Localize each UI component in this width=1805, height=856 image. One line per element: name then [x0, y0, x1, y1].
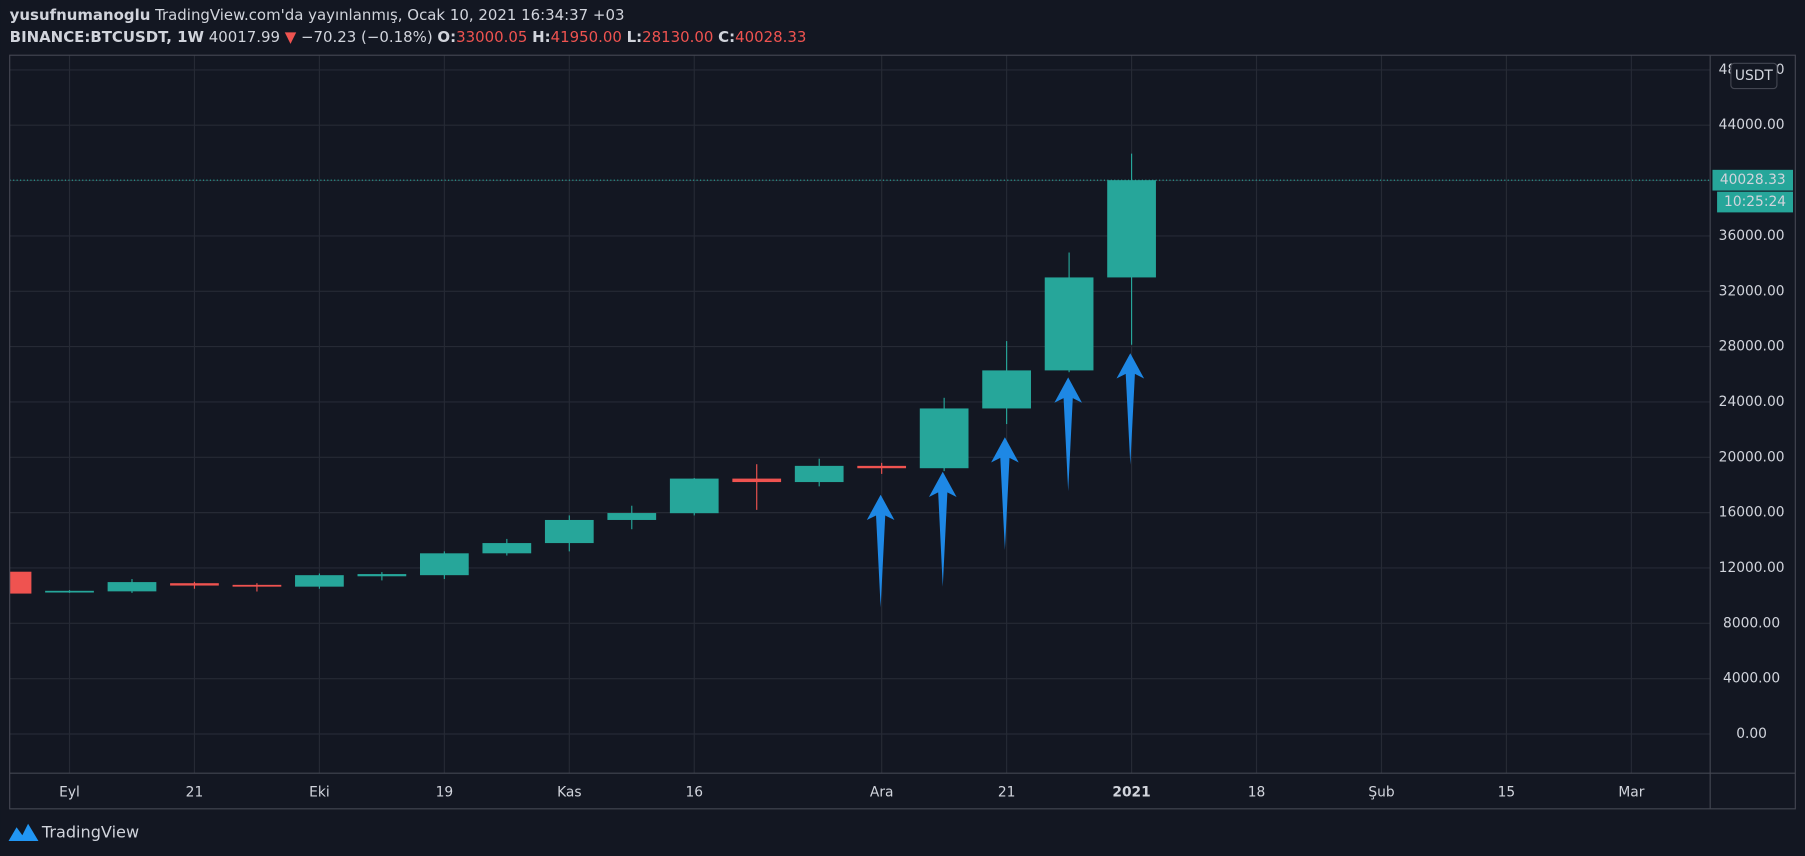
- header-line-2: BINANCE:BTCUSDT, 1W 40017.99 ▼ −70.23 (−…: [10, 28, 807, 46]
- candle-body: [919, 408, 969, 469]
- candle-body: [45, 590, 94, 593]
- candle-body: [607, 513, 657, 520]
- candle-body: [982, 370, 1031, 409]
- x-tick-label: Eyl: [59, 785, 80, 801]
- candles: [9, 153, 1711, 594]
- ohlc-label: O:: [437, 28, 456, 46]
- y-tick-label: 36000.00: [1719, 228, 1785, 244]
- currency-box[interactable]: [1730, 62, 1778, 90]
- author: yusufnumanoglu: [10, 6, 151, 24]
- candle-body: [170, 583, 219, 586]
- ohlc-value: 41950.00: [551, 28, 622, 46]
- x-tick-label: 18: [1248, 785, 1266, 801]
- currency[interactable]: USDT: [1735, 68, 1773, 84]
- y-tick-label: 0.00: [1736, 726, 1767, 742]
- countdown-tag: [1717, 191, 1794, 213]
- ohlc-value: 33000.05: [456, 28, 527, 46]
- annotation-arrows: [866, 353, 1145, 608]
- x-tick-label: 21: [186, 785, 204, 801]
- arrow: [1116, 353, 1145, 465]
- candle-body: [482, 543, 532, 554]
- y-tick-label: 4000.00: [1723, 671, 1780, 687]
- y-tick-label: 20000.00: [1719, 449, 1785, 465]
- candle-body: [9, 571, 32, 594]
- candle-body: [232, 584, 282, 587]
- last-price: 40028.33: [1720, 172, 1786, 188]
- y-tick-label: 8000.00: [1723, 615, 1780, 631]
- arrow: [928, 471, 957, 587]
- brand: TradingView: [41, 822, 139, 841]
- ohlc-value: 40028.33: [735, 28, 806, 46]
- y-tick-label: 12000.00: [1719, 560, 1785, 576]
- x-tick-label: 19: [436, 785, 454, 801]
- ohlc-label: C:: [718, 28, 735, 46]
- logo: TradingView: [8, 822, 139, 842]
- arrow: [866, 494, 895, 608]
- y-tick-label: 44000.00: [1719, 117, 1785, 133]
- labels: 0.00 4000.00 8000.00 12000.00 16000.00 20000.…: [59, 62, 1794, 801]
- candle-body: [544, 519, 594, 544]
- candle-body: [295, 575, 344, 587]
- x-tick-label: 16: [685, 785, 703, 801]
- countdown: 10:25:24: [1724, 194, 1786, 210]
- symbol: BINANCE:BTCUSDT, 1W: [10, 28, 205, 46]
- ohlc-label: H:: [532, 28, 550, 46]
- y-tick-label: 24000.00: [1719, 394, 1785, 410]
- x-tick-label: 15: [1498, 785, 1516, 801]
- x-tick-label: Eki: [309, 785, 330, 801]
- ohlc-value: 28130.00: [642, 28, 713, 46]
- x-tick-label: Şub: [1368, 785, 1394, 801]
- candle-body: [794, 465, 844, 483]
- candle-body: [357, 574, 407, 577]
- change: −70.23 (−0.18%): [301, 28, 433, 46]
- candle-body: [419, 553, 469, 576]
- x-tick-label: Kas: [557, 785, 581, 801]
- logo-icon: [8, 823, 39, 842]
- arrow: [1054, 377, 1082, 492]
- arrow: [991, 437, 1019, 550]
- candle-body: [107, 582, 157, 592]
- x-tick-label: 2021: [1112, 785, 1150, 801]
- candle-body: [857, 465, 907, 469]
- last-price-tag: [1712, 169, 1794, 191]
- published: TradingView.com'da yayınlanmış, Ocak 10,…: [154, 6, 624, 24]
- header-line-1: yusufnumanoglu TradingView.com'da yayınl…: [10, 6, 625, 24]
- y-tick-label: 32000.00: [1719, 283, 1785, 299]
- x-tick-label: 21: [998, 785, 1016, 801]
- x-tick-label: Ara: [870, 785, 894, 801]
- change-arrow: ▼: [285, 28, 297, 46]
- candle-body: [669, 478, 719, 514]
- y-tick-label: 16000.00: [1719, 505, 1785, 521]
- ohlc-label: L:: [627, 28, 643, 46]
- frame: [9, 54, 1796, 810]
- candle-body: [1044, 277, 1094, 371]
- price: 40017.99: [209, 28, 280, 46]
- candle-body: [732, 478, 782, 483]
- y-tick-label: 28000.00: [1719, 339, 1785, 355]
- x-tick-label: Mar: [1618, 785, 1644, 801]
- candle-body: [1107, 180, 1156, 278]
